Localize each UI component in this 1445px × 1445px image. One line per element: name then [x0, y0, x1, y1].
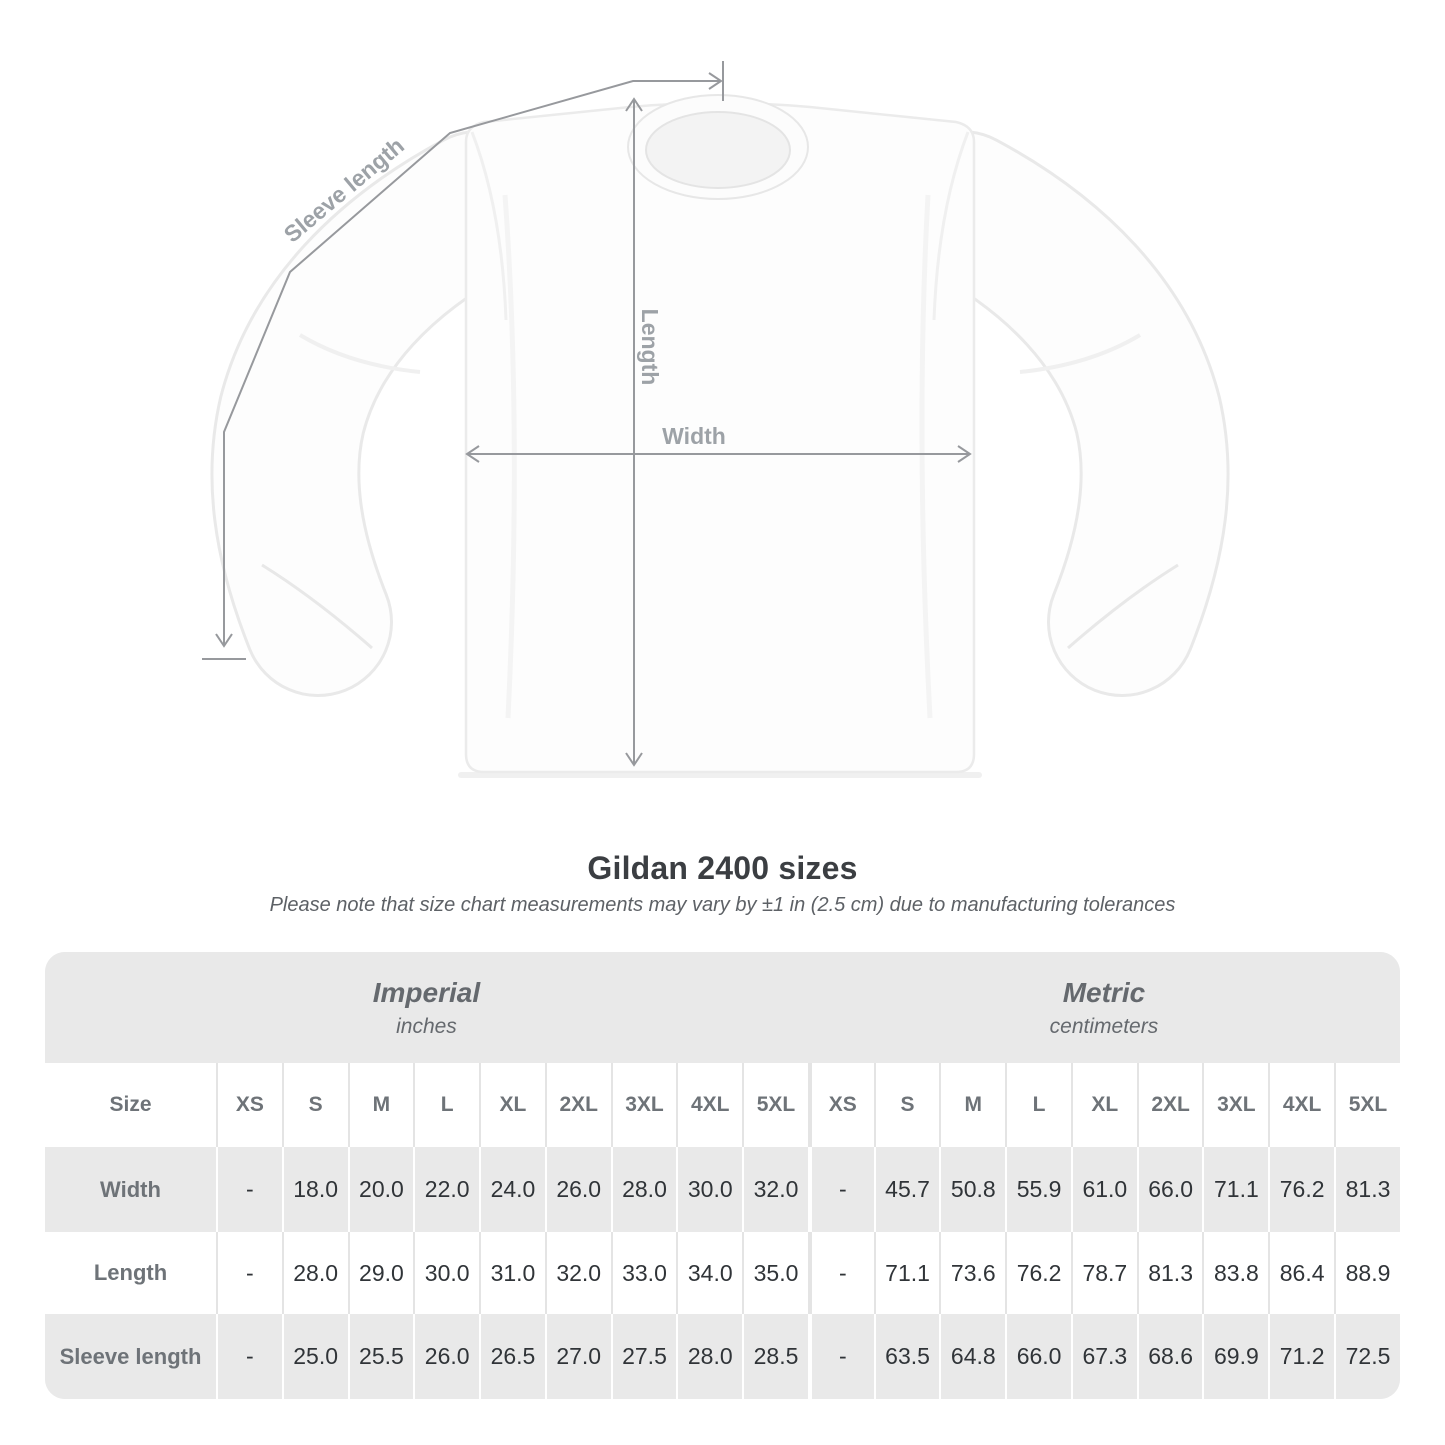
value-cell: -: [807, 1232, 874, 1314]
value-cell: 66.0: [1136, 1147, 1203, 1232]
value-cell: 76.2: [1268, 1147, 1335, 1232]
size-col-header: 2XL: [544, 1063, 611, 1147]
value-cell: 27.5: [610, 1314, 677, 1399]
size-col-header: 3XL: [1202, 1063, 1269, 1147]
value-cell: 61.0: [1070, 1147, 1137, 1232]
size-col-header: XL: [1070, 1063, 1137, 1147]
value-cell: 55.9: [1005, 1147, 1071, 1232]
value-cell: 22.0: [413, 1147, 480, 1232]
row-label: Length: [45, 1232, 216, 1314]
value-cell: 72.5: [1334, 1314, 1400, 1399]
width-row: Width - 18.0 20.0 22.0 24.0 26.0 28.0 30…: [45, 1147, 1400, 1232]
width-label: Width: [662, 423, 726, 449]
size-col-header: 5XL: [1334, 1063, 1400, 1147]
size-col-header: 5XL: [742, 1063, 808, 1147]
value-cell: 33.0: [610, 1232, 677, 1314]
size-col-header: 2XL: [1136, 1063, 1203, 1147]
value-cell: 86.4: [1268, 1232, 1335, 1314]
size-col-header: 3XL: [610, 1063, 677, 1147]
value-cell: 50.8: [939, 1147, 1006, 1232]
size-col-header: 4XL: [1268, 1063, 1335, 1147]
imperial-section-header: Imperial inches: [45, 952, 808, 1063]
value-cell: 81.3: [1136, 1232, 1203, 1314]
sleeve-length-arrow: [223, 80, 721, 646]
collar-inner: [645, 111, 791, 189]
row-label: Width: [45, 1147, 216, 1232]
value-cell: 66.0: [1005, 1314, 1071, 1399]
value-cell: 68.6: [1136, 1314, 1203, 1399]
shirt-illustration: [210, 94, 1230, 778]
right-cuff-seam: [1067, 563, 1179, 650]
value-cell: 34.0: [676, 1232, 743, 1314]
value-cell: 28.0: [610, 1147, 677, 1232]
value-cell: 71.2: [1268, 1314, 1335, 1399]
imperial-unit: inches: [396, 1014, 457, 1038]
size-col-header: XL: [479, 1063, 545, 1147]
size-col-header: L: [1005, 1063, 1071, 1147]
page-title: Gildan 2400 sizes: [587, 850, 858, 886]
size-col-header: M: [347, 1063, 414, 1147]
value-cell: 67.3: [1070, 1314, 1137, 1399]
value-cell: 20.0: [347, 1147, 414, 1232]
size-chart-table: Imperial inches Metric centimeters Size …: [45, 952, 1400, 1399]
unit-band-row: Imperial inches Metric centimeters: [45, 952, 1400, 1063]
value-cell: -: [216, 1232, 282, 1314]
value-cell: 25.0: [281, 1314, 348, 1399]
value-cell: 26.5: [479, 1314, 545, 1399]
value-cell: 30.0: [676, 1147, 743, 1232]
value-cell: 31.0: [479, 1232, 545, 1314]
left-cuff-seam: [261, 563, 373, 650]
length-label: Length: [637, 309, 663, 386]
value-cell: 30.0: [413, 1232, 480, 1314]
size-col-header: XS: [216, 1063, 282, 1147]
value-cell: 32.0: [742, 1147, 808, 1232]
value-cell: 64.8: [939, 1314, 1006, 1399]
value-cell: 76.2: [1005, 1232, 1071, 1314]
size-col-header: L: [413, 1063, 480, 1147]
value-cell: 32.0: [544, 1232, 611, 1314]
value-cell: -: [216, 1147, 282, 1232]
value-cell: -: [216, 1314, 282, 1399]
row-label: Sleeve length: [45, 1314, 216, 1399]
size-col-header: S: [281, 1063, 348, 1147]
value-cell: 28.0: [676, 1314, 743, 1399]
value-cell: 78.7: [1070, 1232, 1137, 1314]
size-col-header: 4XL: [676, 1063, 743, 1147]
value-cell: 18.0: [281, 1147, 348, 1232]
value-cell: 35.0: [742, 1232, 808, 1314]
value-cell: 83.8: [1202, 1232, 1269, 1314]
metric-unit: centimeters: [1049, 1014, 1159, 1038]
value-cell: 26.0: [544, 1147, 611, 1232]
value-cell: 69.9: [1202, 1314, 1269, 1399]
value-cell: 27.0: [544, 1314, 611, 1399]
size-col-header: XS: [807, 1063, 874, 1147]
value-cell: 29.0: [347, 1232, 414, 1314]
value-cell: 45.7: [873, 1147, 940, 1232]
size-col-header: S: [873, 1063, 940, 1147]
length-row: Length - 28.0 29.0 30.0 31.0 32.0 33.0 3…: [45, 1232, 1400, 1314]
shirt-measurement-diagram: Sleeve length Length Width: [202, 61, 1230, 778]
value-cell: 71.1: [1202, 1147, 1269, 1232]
value-cell: 28.5: [742, 1314, 808, 1399]
metric-label: Metric: [1062, 976, 1146, 1008]
value-cell: 26.0: [413, 1314, 480, 1399]
size-corner-label: Size: [45, 1063, 216, 1147]
value-cell: 71.1: [873, 1232, 940, 1314]
sleeve-length-row: Sleeve length - 25.0 25.5 26.0 26.5 27.0…: [45, 1314, 1400, 1399]
size-header-row: Size XS S M L XL 2XL 3XL 4XL 5XL XS S M …: [45, 1063, 1400, 1147]
value-cell: 81.3: [1334, 1147, 1400, 1232]
value-cell: 63.5: [873, 1314, 940, 1399]
value-cell: 25.5: [347, 1314, 414, 1399]
value-cell: -: [807, 1314, 874, 1399]
value-cell: 73.6: [939, 1232, 1006, 1314]
value-cell: 24.0: [479, 1147, 545, 1232]
metric-section-header: Metric centimeters: [807, 952, 1400, 1063]
value-cell: -: [807, 1147, 874, 1232]
tolerance-note: Please note that size chart measurements…: [269, 894, 1176, 916]
value-cell: 28.0: [281, 1232, 348, 1314]
size-col-header: M: [939, 1063, 1006, 1147]
imperial-label: Imperial: [372, 976, 481, 1008]
measurement-lines: [202, 61, 972, 767]
value-cell: 88.9: [1334, 1232, 1400, 1314]
